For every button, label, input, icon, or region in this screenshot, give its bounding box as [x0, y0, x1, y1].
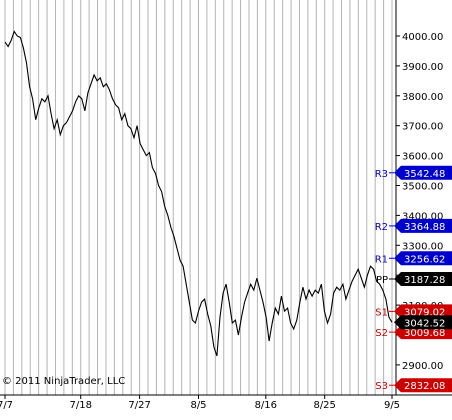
x-axis: 7/7 7/18 7/27 8/5 8/16 8/25 9/5 [0, 395, 400, 411]
s3-level-tag [394, 378, 452, 393]
x-tick-label: 7/7 [0, 400, 13, 411]
y-tick-label: 3300.00 [402, 241, 443, 252]
s3-level-value: 2832.08 [404, 381, 445, 392]
r1-level-tag [394, 251, 452, 266]
last-price-tag [394, 315, 452, 330]
y-tick-label: 3900.00 [402, 62, 443, 73]
r3-level-tag [394, 165, 452, 180]
pp-level-value: 3187.28 [404, 275, 445, 286]
r3-level-label: R3 [375, 169, 388, 180]
y-tick-label: 3500.00 [402, 182, 443, 193]
x-tick-label: 8/25 [313, 400, 335, 411]
x-tick-label: 8/16 [255, 400, 277, 411]
copyright-text: © 2011 NinjaTrader, LLC [2, 376, 125, 387]
y-tick-label: 3400.00 [402, 211, 443, 222]
pivot-levels: R3 3542.48 R2 3364.88 R1 3256.62 PP 3187.28 S1 30… [375, 165, 452, 393]
s1-level-label: S1 [375, 307, 388, 318]
x-tick-label: 8/5 [190, 400, 206, 411]
r2-level-label: R2 [375, 222, 388, 233]
s1-level-tag [394, 304, 452, 319]
y-tick-label: 3700.00 [402, 122, 443, 133]
vertical-grid [4, 0, 393, 395]
r1-level-label: R1 [375, 254, 388, 265]
s3-level-label: S3 [375, 381, 388, 392]
last-price-marker: 3042.52 [394, 315, 452, 330]
price-line [4, 30, 393, 357]
last-price-value: 3042.52 [404, 318, 445, 329]
x-tick-label: 7/18 [69, 400, 91, 411]
r1-level-value: 3256.62 [404, 254, 445, 265]
y-tick-label: 4000.00 [402, 32, 443, 43]
s1-level-value: 3079.02 [404, 307, 445, 318]
y-tick-label: 2900.00 [402, 361, 443, 372]
x-tick-label: 9/5 [384, 400, 400, 411]
r2-level-value: 3364.88 [404, 222, 445, 233]
pp-level-label: PP [376, 275, 388, 286]
y-tick-label: 3600.00 [402, 152, 443, 163]
r3-level-value: 3542.48 [404, 169, 445, 180]
x-tick-label: 7/27 [128, 400, 150, 411]
s2-level-value: 3009.68 [404, 328, 445, 339]
s2-level-label: S2 [375, 328, 388, 339]
pp-level-tag [394, 272, 452, 287]
y-tick-label: 3800.00 [402, 92, 443, 103]
r2-level-tag [394, 218, 452, 233]
